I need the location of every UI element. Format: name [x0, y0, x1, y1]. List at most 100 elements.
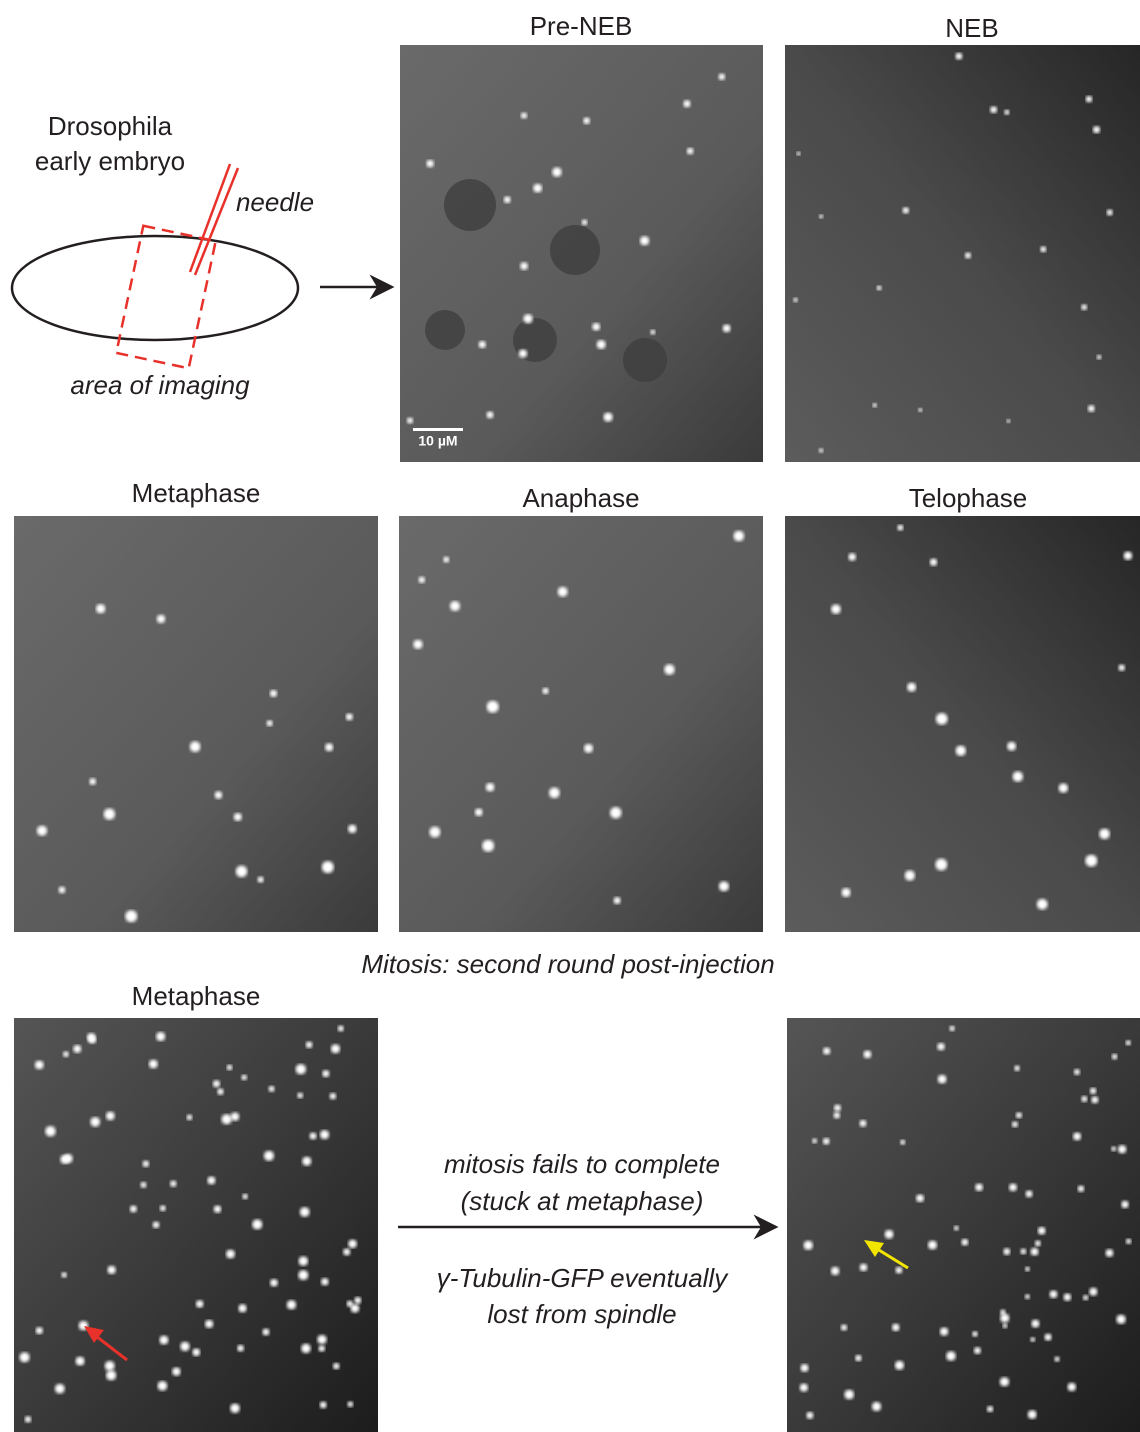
centrosome [990, 106, 997, 113]
centrosome [149, 1060, 158, 1069]
centrosome [1091, 1096, 1098, 1103]
transition-text: (stuck at metaphase) [461, 1186, 704, 1216]
needle-line [195, 168, 238, 275]
centrosome [105, 1361, 115, 1371]
centrosome [797, 152, 801, 156]
centrosome [687, 148, 694, 155]
centrosome [940, 1327, 948, 1335]
centrosome [640, 236, 649, 245]
centrosome [297, 1093, 303, 1099]
centrosome [106, 1112, 115, 1121]
centrosome [160, 1205, 166, 1211]
centrosome [487, 701, 499, 713]
centrosome [1112, 1054, 1118, 1060]
centrosome [592, 323, 600, 331]
centrosome [1040, 246, 1046, 252]
centrosome [320, 1401, 327, 1408]
centrosome [227, 1065, 233, 1071]
centrosome [347, 1401, 353, 1407]
centrosome [806, 1412, 813, 1419]
centrosome [234, 813, 242, 821]
micrograph [399, 516, 763, 932]
centrosome [348, 825, 357, 834]
centrosome [842, 888, 851, 897]
centrosome [900, 1140, 905, 1145]
centrosome [834, 1112, 841, 1119]
centrosome [936, 713, 948, 725]
centrosome [664, 664, 675, 675]
centrosome [475, 808, 483, 816]
centrosome [723, 324, 731, 332]
centrosome [443, 557, 449, 563]
panel-title: Pre-NEB [530, 11, 633, 41]
centrosome [650, 330, 655, 335]
centrosome [831, 604, 841, 614]
centrosome [333, 1363, 339, 1369]
centrosome [603, 412, 612, 421]
centrosome [35, 1060, 44, 1069]
nucleus [623, 338, 667, 382]
nucleus [550, 225, 600, 275]
centrosome [533, 184, 542, 193]
centrosome [520, 262, 528, 270]
centrosome [907, 683, 916, 692]
centrosome [258, 877, 264, 883]
centrosome [1093, 126, 1100, 133]
transition-text: lost from spindle [487, 1299, 676, 1329]
needle-line [190, 164, 230, 272]
centrosome [521, 112, 527, 118]
centrosome [36, 1327, 43, 1334]
centrosome [1016, 1112, 1022, 1118]
centrosome [450, 601, 460, 611]
centrosome [961, 1239, 968, 1246]
centrosome [1028, 1410, 1037, 1419]
centrosome [892, 1324, 899, 1331]
centrosome [800, 1383, 808, 1391]
centrosome [207, 1176, 215, 1184]
centrosome [190, 741, 201, 752]
centrosome [1003, 1248, 1010, 1255]
centrosome [552, 167, 561, 176]
centrosome [956, 746, 966, 756]
centrosome [159, 1336, 168, 1345]
centrosome [1009, 1183, 1017, 1191]
nucleus [425, 310, 465, 350]
centrosome [1097, 355, 1102, 360]
centrosome [965, 252, 971, 258]
centrosome [318, 1345, 325, 1352]
centrosome [1031, 1320, 1039, 1328]
centrosome [236, 866, 248, 878]
centrosome [76, 1357, 85, 1366]
centrosome [322, 1070, 329, 1077]
centrosome [153, 1222, 160, 1229]
centrosome [413, 640, 422, 649]
centrosome [1038, 1227, 1046, 1235]
centrosome [1081, 304, 1087, 310]
centrosome [170, 1180, 176, 1186]
centrosome [61, 1272, 66, 1277]
centrosome [252, 1219, 262, 1229]
centrosome [325, 743, 333, 751]
centrosome [55, 1384, 65, 1394]
scale-bar [413, 428, 463, 431]
centrosome [20, 1352, 30, 1362]
centrosome [1013, 771, 1023, 781]
centrosome [1031, 1248, 1039, 1256]
centrosome [614, 897, 621, 904]
stage-label: early embryo [35, 146, 185, 176]
transition-text: mitosis fails to complete [444, 1149, 720, 1179]
figure: Drosophila early embryo needle area of i… [0, 0, 1140, 1432]
micrograph [785, 516, 1140, 932]
centrosome [59, 887, 66, 894]
micrograph [785, 45, 1140, 462]
panel-title: Metaphase [132, 478, 261, 508]
centrosome [872, 1402, 881, 1411]
centrosome [1124, 552, 1132, 560]
centrosome [262, 1329, 269, 1336]
centrosome [298, 1270, 308, 1280]
centrosome [269, 1086, 275, 1092]
centrosome [719, 881, 729, 891]
centrosome [1004, 110, 1009, 115]
centrosome [1111, 1146, 1116, 1151]
centrosome [718, 74, 725, 81]
